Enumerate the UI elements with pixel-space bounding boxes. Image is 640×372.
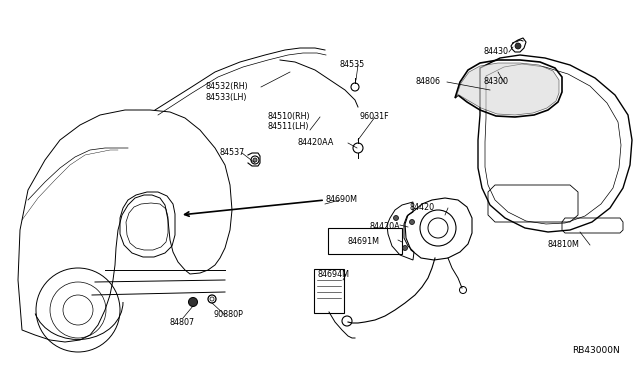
Text: 84537: 84537 [220,148,245,157]
Text: 84535: 84535 [340,60,365,69]
Text: 84430: 84430 [484,47,509,56]
Text: 96031F: 96031F [360,112,390,121]
Text: 84420AA: 84420AA [298,138,334,147]
Text: 84807: 84807 [170,318,195,327]
Text: 84691M: 84691M [347,237,379,246]
Circle shape [253,158,257,162]
Text: RB43000N: RB43000N [572,346,620,355]
Text: 84420: 84420 [410,203,435,212]
Text: 90880P: 90880P [213,310,243,319]
Circle shape [210,297,214,301]
Circle shape [403,246,408,250]
Text: 84511(LH): 84511(LH) [268,122,310,131]
Circle shape [394,215,399,221]
Circle shape [515,43,521,49]
Circle shape [410,219,415,224]
Text: 84420A: 84420A [370,222,401,231]
Text: 84510(RH): 84510(RH) [268,112,310,121]
Text: 84532(RH): 84532(RH) [205,82,248,91]
Text: 84810M: 84810M [548,240,580,249]
Text: 84533(LH): 84533(LH) [205,93,246,102]
Polygon shape [456,63,559,115]
Text: 84300: 84300 [484,77,509,86]
Text: 84806: 84806 [416,77,441,86]
Text: 84690M: 84690M [325,195,357,204]
Text: 84694M: 84694M [318,270,350,279]
Circle shape [189,298,198,307]
